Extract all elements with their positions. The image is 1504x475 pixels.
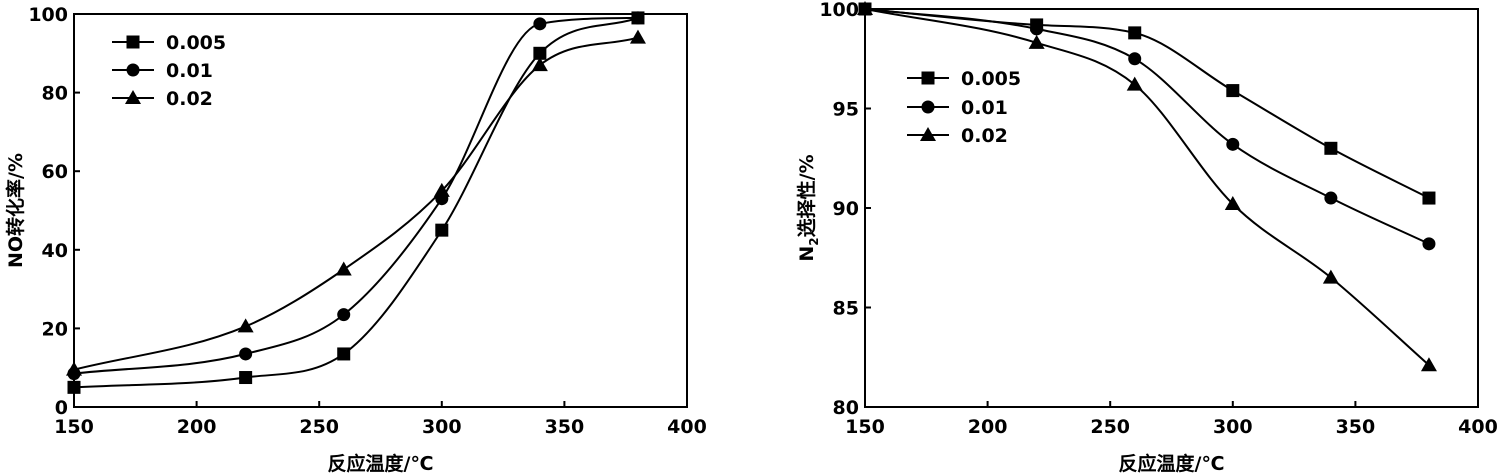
series-line-square bbox=[865, 9, 1430, 199]
series-line-square bbox=[74, 16, 639, 389]
data-point-square bbox=[435, 223, 449, 237]
legend-label: 0.02 bbox=[166, 88, 213, 110]
y-tick-label: 80 bbox=[42, 83, 68, 105]
plot-frame bbox=[73, 13, 688, 408]
x-tick-label: 400 bbox=[667, 416, 707, 438]
y-tick-label: 100 bbox=[819, 0, 859, 21]
y-tick-label: 100 bbox=[28, 4, 68, 26]
n2-selectivity-chart: 150 200 250 300 350 400 80 85 90 95 100 反应温度/℃ N2选择性… bbox=[795, 0, 1498, 475]
x-tick-label: 250 bbox=[299, 416, 339, 438]
data-point-square bbox=[1226, 84, 1240, 98]
x-axis-label: 反应温度/℃ bbox=[1119, 452, 1225, 475]
legend-marker-triangle bbox=[125, 90, 141, 104]
y-tick-label: 40 bbox=[42, 240, 68, 262]
data-point-square bbox=[337, 347, 351, 361]
legend-label: 0.02 bbox=[961, 125, 1008, 147]
y-tick-label: 80 bbox=[833, 397, 859, 419]
legend: 0.005 0.01 0.02 bbox=[907, 68, 1021, 147]
series-curves bbox=[74, 16, 639, 389]
series-line-triangle bbox=[865, 9, 1430, 366]
y-axis-label: NO转化率/% bbox=[4, 153, 27, 268]
x-tick-label: 150 bbox=[845, 416, 885, 438]
data-point-circle bbox=[1324, 191, 1338, 205]
y-tick-label: 95 bbox=[833, 99, 859, 121]
data-point-circle bbox=[1226, 137, 1240, 151]
data-point-square bbox=[1422, 191, 1436, 205]
x-tick-label: 250 bbox=[1090, 416, 1130, 438]
legend-label: 0.01 bbox=[961, 97, 1008, 119]
series-line-circle bbox=[865, 9, 1430, 245]
data-point-triangle bbox=[433, 182, 450, 197]
x-tick-label: 150 bbox=[54, 416, 94, 438]
x-tick-label: 350 bbox=[1336, 416, 1376, 438]
data-point-triangle bbox=[531, 57, 548, 72]
no-conversion-chart: 150 200 250 300 350 400 0 20 40 60 80 100 反应温度/℃ NO转化… bbox=[4, 4, 707, 475]
data-point-triangle bbox=[1126, 76, 1143, 91]
legend-marker-triangle bbox=[920, 127, 936, 141]
x-axis-label: 反应温度/℃ bbox=[328, 452, 434, 475]
y-tick-label: 0 bbox=[55, 397, 68, 419]
data-point-circle bbox=[1422, 237, 1436, 251]
data-point-triangle bbox=[237, 318, 254, 333]
x-tick-label: 200 bbox=[177, 416, 217, 438]
legend-marker-square bbox=[126, 35, 140, 49]
data-point-circle bbox=[1128, 52, 1142, 66]
data-point-triangle bbox=[1322, 269, 1339, 284]
data-point-triangle bbox=[335, 261, 352, 276]
data-point-circle bbox=[533, 17, 547, 31]
legend-label: 0.005 bbox=[961, 68, 1021, 90]
x-tick-label: 350 bbox=[545, 416, 585, 438]
series-line-circle bbox=[74, 16, 639, 375]
y-tick-label: 90 bbox=[833, 198, 859, 220]
y-axis-label: N2选择性/% bbox=[795, 154, 821, 261]
series-line-triangle bbox=[74, 36, 639, 371]
x-tick-label: 300 bbox=[1213, 416, 1253, 438]
y-tick-label: 60 bbox=[42, 161, 68, 183]
legend-marker-square bbox=[921, 71, 935, 85]
legend-marker-circle bbox=[126, 63, 140, 77]
x-tick-label: 400 bbox=[1458, 416, 1498, 438]
data-point-triangle bbox=[629, 29, 646, 44]
data-point-circle bbox=[239, 347, 253, 361]
y-tick-label: 85 bbox=[833, 298, 859, 320]
data-point-square bbox=[239, 371, 253, 385]
plot-frame bbox=[864, 8, 1479, 408]
x-tick-label: 200 bbox=[968, 416, 1008, 438]
data-point-triangle bbox=[1420, 357, 1437, 372]
legend-marker-circle bbox=[921, 100, 935, 114]
data-point-circle bbox=[337, 308, 351, 322]
data-point-square bbox=[1324, 141, 1338, 155]
legend: 0.005 0.01 0.02 bbox=[112, 32, 226, 110]
y-tick-label: 20 bbox=[42, 318, 68, 340]
data-point-square bbox=[1128, 26, 1142, 40]
legend-label: 0.005 bbox=[166, 32, 226, 54]
data-point-triangle bbox=[1028, 34, 1045, 49]
x-tick-label: 300 bbox=[422, 416, 462, 438]
legend-label: 0.01 bbox=[166, 60, 213, 82]
data-point-triangle bbox=[1224, 196, 1241, 211]
data-point-square bbox=[533, 46, 547, 60]
data-point-circle bbox=[1030, 22, 1044, 36]
series-curves bbox=[865, 9, 1430, 366]
